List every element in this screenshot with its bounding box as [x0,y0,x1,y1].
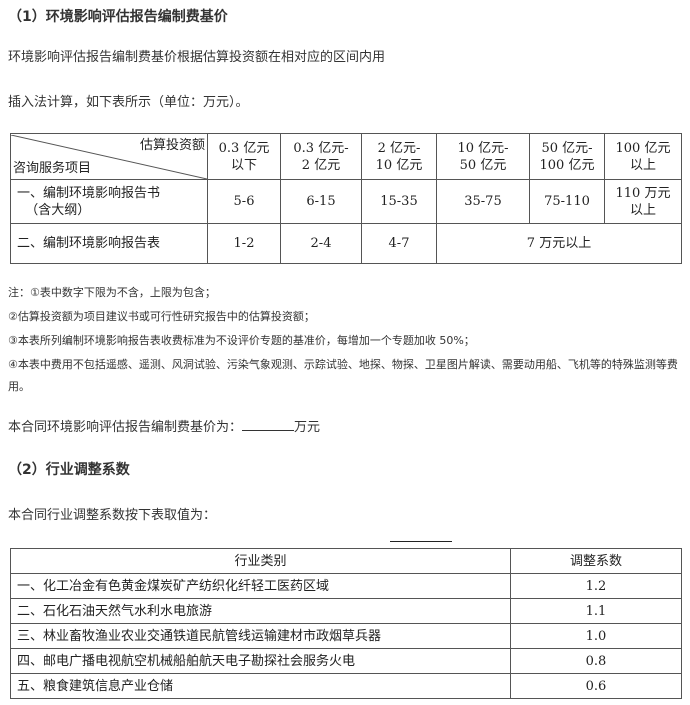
table-row: 二、石化石油天然气水利水电旅游 1.1 [10,598,682,624]
cell: 2-4 [280,223,362,264]
corner-top-label: 估算投资额 [139,137,205,153]
industry-cell: 五、粮食建筑信息产业仓储 [10,673,511,699]
cell: 1-2 [207,223,281,264]
coefficient-cell: 1.1 [510,598,682,624]
cell: 75-110 [529,179,605,224]
industry-cell: 一、化工冶金有色黄金煤炭矿产纺织化纤轻工医药区域 [10,573,511,599]
row-label: 二、编制环境影响报告表 [10,223,208,264]
note: ④本表中费用不包括遥感、遥测、风洞试验、污染气象观测、示踪试验、地探、物探、卫星… [8,358,678,393]
fee-table: 估算投资额 咨询服务项目 0.3 亿元 以下 0.3 亿元- 2 亿元 2 亿元- 1… [10,133,682,264]
table-row: 五、粮食建筑信息产业仓储 0.6 [10,673,682,699]
table-row: 四、邮电广播电视航空机械船舶航天电子勘探社会服务火电 0.8 [10,648,682,674]
note: ③本表所列编制环境影响报告表收费标准为不设评价专题的基准价，每增加一个专题加收 … [8,334,475,347]
note: 注：①表中数字下限为不含，上限为包含； [8,286,216,299]
coefficient-cell: 0.8 [510,648,682,674]
industry-coefficient-table: 行业类别 调整系数 一、化工冶金有色黄金煤炭矿产纺织化纤轻工医药区域 1.2 二、石… [10,548,682,699]
table-row: 二、编制环境影响报告表 1-2 2-4 4-7 7 万元以上 [10,223,682,264]
paragraph: 环境影响评估报告编制费基价根据估算投资额在相对应的区间内用 [8,50,386,65]
row-label: 一、编制环境影响报告书 （含大纲） [10,179,208,224]
table-row: 一、化工冶金有色黄金煤炭矿产纺织化纤轻工医药区域 1.2 [10,573,682,599]
cell: 6-15 [280,179,362,224]
industry-cell: 二、石化石油天然气水利水电旅游 [10,598,511,624]
cell: 4-7 [361,223,437,264]
section2-heading: （2）行业调整系数 [8,462,130,478]
coefficient-cell: 0.6 [510,673,682,699]
blank-line [390,541,452,542]
corner-bottom-label: 咨询服务项目 [13,160,92,176]
section1-heading: （1）环境影响评估报告编制费基价 [8,9,228,25]
coefficient-cell: 1.2 [510,573,682,599]
coefficient-cell: 1.0 [510,623,682,649]
column-header: 100 亿元 以上 [604,133,682,180]
industry-cell: 四、邮电广播电视航空机械船舶航天电子勘探社会服务火电 [10,648,511,674]
table-row: 三、林业畜牧渔业农业交通铁道民航管线运输建材市政烟草兵器 1.0 [10,623,682,649]
industry-cell: 三、林业畜牧渔业农业交通铁道民航管线运输建材市政烟草兵器 [10,623,511,649]
corner-cell: 估算投资额 咨询服务项目 [10,133,208,180]
cell: 35-75 [436,179,530,224]
paragraph: 插入法计算，如下表所示（单位：万元）。 [8,95,249,110]
column-header: 行业类别 [10,548,511,574]
cell: 110 万元 以上 [604,179,682,224]
merged-cell: 7 万元以上 [436,223,682,264]
column-header: 10 亿元- 50 亿元 [436,133,530,180]
column-header: 2 亿元- 10 亿元 [361,133,437,180]
blank-field[interactable] [242,417,295,431]
base-price-line: 本合同环境影响评估报告编制费基价为： 万元 [8,416,320,435]
column-header: 0.3 亿元 以下 [207,133,281,180]
note: ②估算投资额为项目建议书或可行性研究报告中的估算投资额； [8,310,315,323]
column-header: 50 亿元- 100 亿元 [529,133,605,180]
cell: 5-6 [207,179,281,224]
cell: 15-35 [361,179,437,224]
paragraph: 本合同行业调整系数按下表取值为： [8,508,217,523]
column-header: 0.3 亿元- 2 亿元 [280,133,362,180]
column-header: 调整系数 [510,548,682,574]
table-row: 一、编制环境影响报告书 （含大纲） 5-6 6-15 15-35 35-75 7… [10,179,682,224]
